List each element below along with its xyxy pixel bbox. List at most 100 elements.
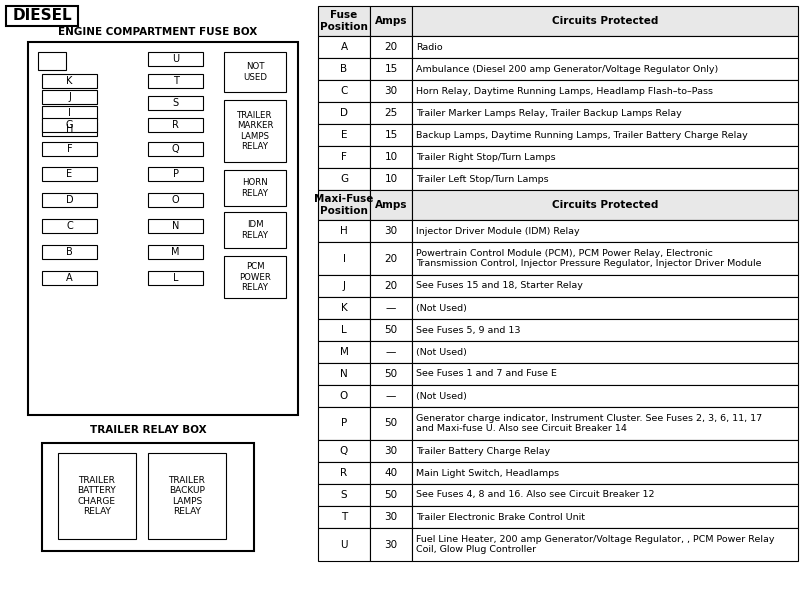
Bar (224, 52, 286, 92)
Bar (412, 124, 798, 146)
Bar (370, 275, 412, 297)
Text: See Fuses 15 and 18, Starter Relay: See Fuses 15 and 18, Starter Relay (416, 281, 583, 290)
Text: 15: 15 (384, 130, 398, 140)
Bar (370, 363, 412, 385)
Text: See Fuses 5, 9 and 13: See Fuses 5, 9 and 13 (416, 325, 521, 334)
Text: Trailer Marker Lamps Relay, Trailer Backup Lamps Relay: Trailer Marker Lamps Relay, Trailer Back… (416, 108, 682, 117)
Bar (148, 118, 203, 132)
Bar (370, 385, 412, 407)
Bar (318, 484, 370, 506)
Text: C: C (66, 221, 73, 231)
Bar (412, 80, 798, 102)
Bar (370, 80, 412, 102)
Text: O: O (340, 391, 348, 401)
Bar (412, 275, 798, 297)
Bar (224, 256, 286, 298)
Text: S: S (341, 490, 347, 500)
Bar (318, 506, 370, 528)
Text: 20: 20 (385, 42, 398, 52)
Text: N: N (172, 221, 179, 231)
Text: P: P (341, 418, 347, 429)
Bar (412, 385, 798, 407)
Text: P: P (173, 169, 178, 179)
Text: See Fuses 4, 8 and 16. Also see Circuit Breaker 12: See Fuses 4, 8 and 16. Also see Circuit … (416, 491, 654, 499)
Text: 20: 20 (385, 281, 398, 291)
Bar (318, 385, 370, 407)
Text: I: I (342, 253, 346, 263)
Bar (318, 220, 370, 242)
Bar (412, 297, 798, 319)
Bar (318, 242, 370, 275)
Text: Generator charge indicator, Instrument Cluster. See Fuses 2, 3, 6, 11, 17
and Ma: Generator charge indicator, Instrument C… (416, 414, 762, 433)
Bar (42, 443, 254, 551)
Bar (370, 440, 412, 462)
Text: 25: 25 (384, 108, 398, 118)
Text: PCM
POWER
RELAY: PCM POWER RELAY (239, 262, 271, 292)
Bar (370, 528, 412, 561)
Text: D: D (66, 195, 74, 205)
Bar (318, 319, 370, 341)
Bar (42, 118, 97, 132)
Bar (318, 80, 370, 102)
Text: Injector Driver Module (IDM) Relay: Injector Driver Module (IDM) Relay (416, 226, 580, 235)
Text: 30: 30 (385, 539, 398, 550)
Text: Trailer Battery Charge Relay: Trailer Battery Charge Relay (416, 446, 550, 455)
Bar (42, 167, 97, 181)
Bar (412, 190, 798, 220)
Bar (318, 462, 370, 484)
Bar (148, 245, 203, 259)
Bar (318, 341, 370, 363)
Bar (412, 58, 798, 80)
Bar (42, 193, 97, 207)
Bar (370, 341, 412, 363)
Text: —: — (386, 347, 396, 357)
Text: E: E (341, 130, 347, 140)
Text: 15: 15 (384, 64, 398, 74)
Bar (370, 124, 412, 146)
Text: TRAILER
BACKUP
LAMPS
RELAY: TRAILER BACKUP LAMPS RELAY (169, 476, 206, 516)
Text: H: H (340, 226, 348, 236)
Text: IDM
RELAY: IDM RELAY (242, 221, 269, 240)
Bar (370, 102, 412, 124)
Bar (412, 102, 798, 124)
Bar (412, 440, 798, 462)
Text: Fuse
Position: Fuse Position (320, 10, 368, 32)
Text: ENGINE COMPARTMENT FUSE BOX: ENGINE COMPARTMENT FUSE BOX (58, 27, 258, 37)
Bar (370, 484, 412, 506)
Text: (Not Used): (Not Used) (416, 347, 467, 356)
Text: L: L (173, 273, 178, 283)
Text: M: M (171, 247, 180, 257)
Text: 50: 50 (385, 418, 398, 429)
Bar (318, 168, 370, 190)
Text: 30: 30 (385, 86, 398, 96)
Bar (370, 407, 412, 440)
Text: —: — (386, 391, 396, 401)
Text: M: M (339, 347, 349, 357)
Bar (412, 484, 798, 506)
Text: 20: 20 (385, 253, 398, 263)
Bar (148, 271, 203, 285)
Bar (412, 168, 798, 190)
Bar (28, 42, 298, 415)
Text: A: A (341, 42, 347, 52)
Bar (412, 528, 798, 561)
Bar (370, 506, 412, 528)
Text: R: R (341, 468, 347, 478)
Bar (318, 440, 370, 462)
Text: S: S (173, 98, 178, 108)
Bar (318, 146, 370, 168)
Bar (370, 36, 412, 58)
Bar (42, 142, 97, 156)
Text: U: U (340, 539, 348, 550)
Text: H: H (66, 124, 73, 134)
Text: Horn Relay, Daytime Running Lamps, Headlamp Flash–to–Pass: Horn Relay, Daytime Running Lamps, Headl… (416, 86, 713, 95)
Bar (370, 242, 412, 275)
Bar (148, 142, 203, 156)
Bar (318, 102, 370, 124)
Bar (370, 6, 412, 36)
Text: Q: Q (172, 144, 179, 154)
Bar (318, 36, 370, 58)
Text: L: L (341, 325, 347, 335)
Text: O: O (172, 195, 179, 205)
Bar (412, 319, 798, 341)
